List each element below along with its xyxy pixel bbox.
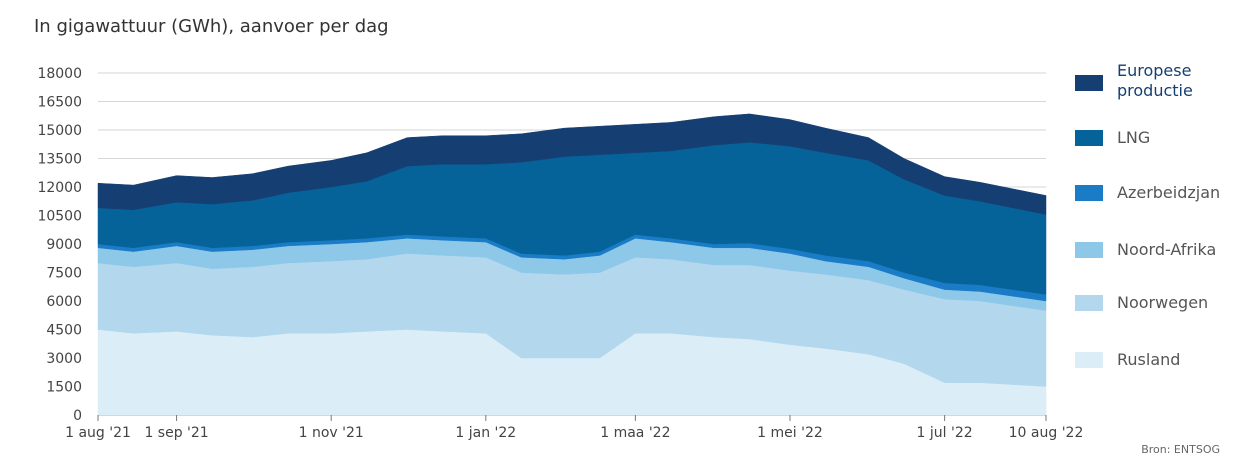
y-tick-label: 18000 xyxy=(37,66,82,82)
chart-title: In gigawattuur (GWh), aanvoer per dag xyxy=(34,16,389,37)
legend-swatch xyxy=(1075,75,1103,91)
legend-swatch xyxy=(1075,352,1103,368)
y-axis: 0 1500 3000 4500 6000 7500 9000 10500 12000 13500… xyxy=(37,66,82,424)
area-series xyxy=(97,113,1047,416)
y-tick-label: 9000 xyxy=(46,237,82,253)
y-tick-label: 4500 xyxy=(46,323,82,339)
y-tick-label: 16500 xyxy=(37,95,82,111)
source-note: Bron: ENTSOG xyxy=(1141,443,1220,456)
x-tick-label: 1 sep '21 xyxy=(144,425,208,441)
x-tick-label: 1 nov '21 xyxy=(299,425,364,441)
x-axis: 1 aug '21 1 sep '21 1 nov '21 1 jan '22 1 ma… xyxy=(65,415,1083,441)
x-tick-label: 10 aug '22 xyxy=(1009,425,1084,441)
legend-swatch xyxy=(1075,295,1103,311)
legend-label: LNG xyxy=(1117,128,1150,147)
legend: Europese productie LNG Azerbeidzjan Noord-Af… xyxy=(1075,61,1220,369)
legend-swatch xyxy=(1075,242,1103,258)
legend-swatch xyxy=(1075,130,1103,146)
legend-label: Azerbeidzjan xyxy=(1117,183,1220,202)
y-tick-label: 7500 xyxy=(46,266,82,282)
area-europese-productie xyxy=(97,113,1047,215)
legend-label: Noorwegen xyxy=(1117,293,1208,312)
y-tick-label: 12000 xyxy=(37,180,82,196)
x-tick-label: 1 jul '22 xyxy=(917,425,973,441)
y-tick-label: 6000 xyxy=(46,294,82,310)
x-tick-label: 1 aug '21 xyxy=(65,425,131,441)
legend-label: Rusland xyxy=(1117,350,1180,369)
x-tick-label: 1 maa '22 xyxy=(600,425,670,441)
y-tick-label: 0 xyxy=(73,408,82,424)
y-tick-label: 10500 xyxy=(37,209,82,225)
legend-label: Noord-Afrika xyxy=(1117,240,1216,259)
y-tick-label: 3000 xyxy=(46,351,82,367)
legend-label: Europese productie xyxy=(1117,61,1193,100)
legend-swatch xyxy=(1075,185,1103,201)
x-tick-label: 1 mei '22 xyxy=(757,425,823,441)
y-tick-label: 1500 xyxy=(46,380,82,396)
x-tick-label: 1 jan '22 xyxy=(455,425,516,441)
y-tick-label: 15000 xyxy=(37,123,82,139)
y-tick-label: 13500 xyxy=(37,152,82,168)
